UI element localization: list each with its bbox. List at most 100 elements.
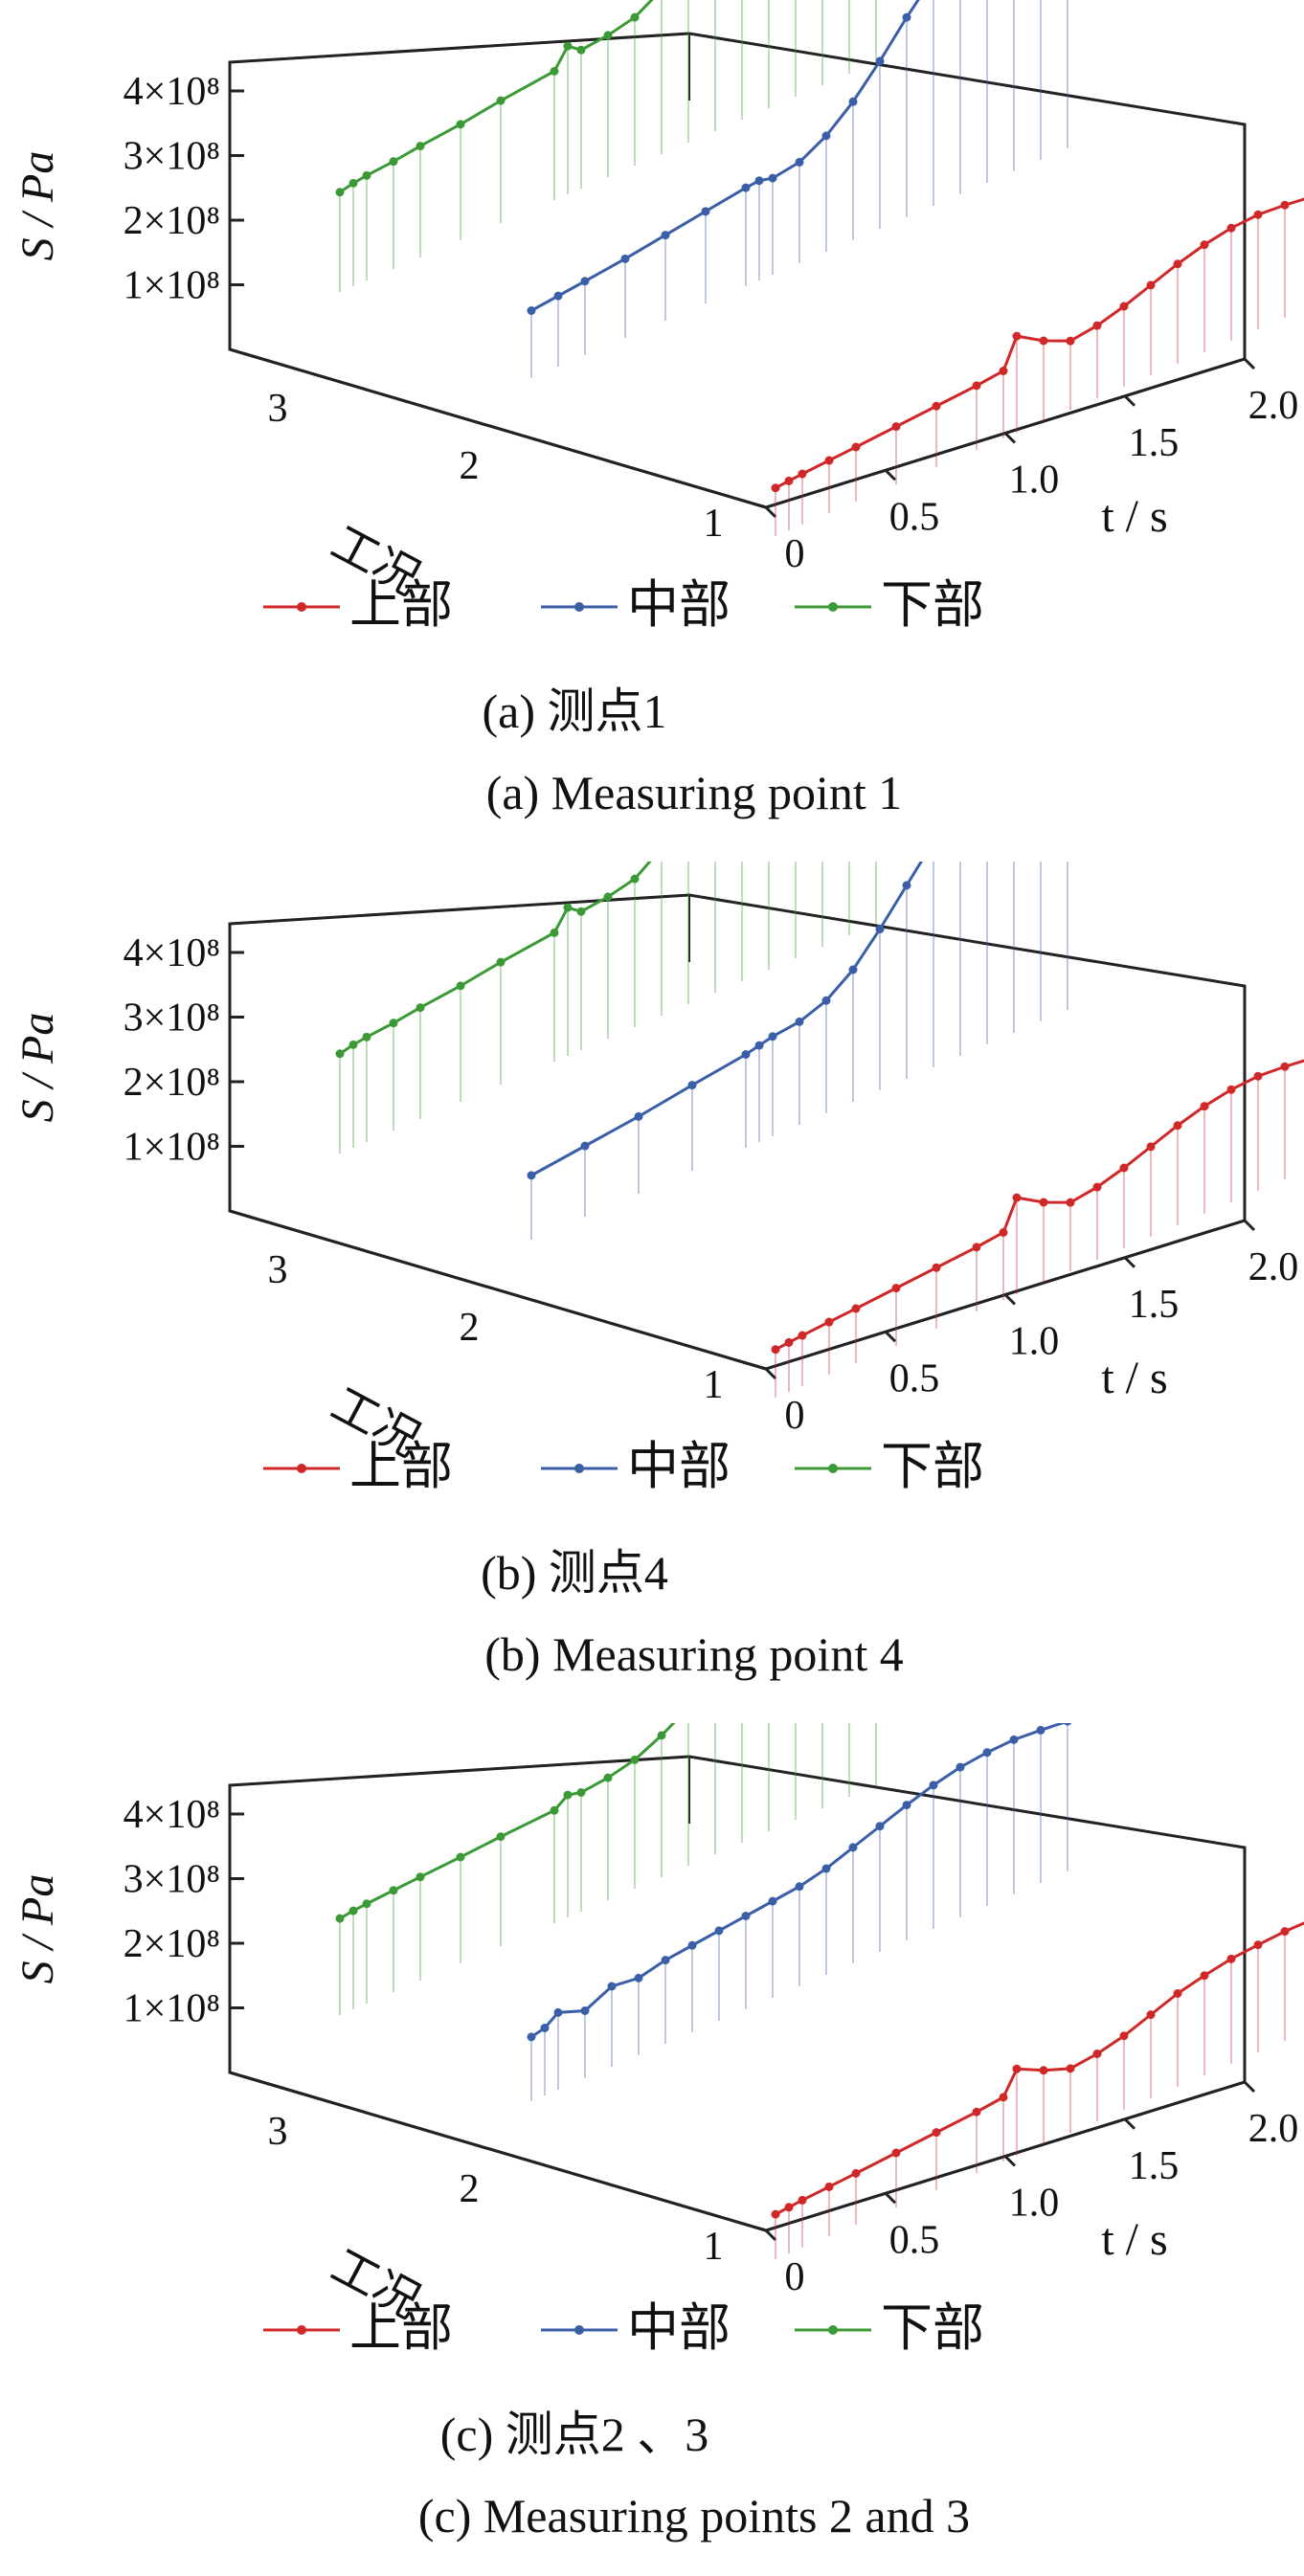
data-point xyxy=(1039,2066,1048,2075)
data-point xyxy=(1092,321,1102,330)
data-point xyxy=(620,254,630,263)
caption-english: (c) Measuring points 2 and 3 xyxy=(418,2489,970,2542)
data-point xyxy=(1173,259,1182,269)
x-tick xyxy=(1243,357,1256,370)
data-point xyxy=(550,928,559,937)
y-tick-label: 3 xyxy=(268,2110,288,2154)
data-point xyxy=(1280,1062,1290,1071)
data-point xyxy=(902,1801,911,1810)
series-line xyxy=(530,862,923,1177)
chart-svg: 1×10⁸ 2×10⁸ 3×10⁸ 4×10⁸ S / Pa 0 0.5 1.0 1.5 2.0 t… xyxy=(12,862,1304,1681)
z-tick-label: 4×10⁸ xyxy=(124,1793,220,1837)
data-point xyxy=(1173,1989,1182,1998)
legend-label: 中部 xyxy=(627,574,731,635)
data-point xyxy=(563,1790,573,1800)
x-tick xyxy=(1123,1256,1136,1268)
data-point xyxy=(1146,1142,1156,1152)
data-point xyxy=(362,1899,371,1909)
x-tick-label: 2.0 xyxy=(1248,384,1299,428)
data-point xyxy=(1039,1198,1048,1207)
z-tick-label: 4×10⁸ xyxy=(124,70,220,114)
data-point xyxy=(741,1912,751,1920)
legend-label: 上部 xyxy=(349,1436,453,1496)
data-point xyxy=(798,2195,807,2205)
z-tick-label: 3×10⁸ xyxy=(124,135,220,179)
data-point xyxy=(848,1843,858,1852)
data-point xyxy=(456,981,465,991)
data-point xyxy=(999,1228,1008,1237)
z-tick-label: 3×10⁸ xyxy=(124,997,220,1041)
data-point xyxy=(1253,210,1263,219)
chart-panel-a: 1×10⁸ 2×10⁸ 3×10⁸ 4×10⁸ S / Pa 0 0.5 1.0 1.5 2.0 t… xyxy=(0,0,1304,862)
data-point xyxy=(932,2128,941,2138)
data-point xyxy=(563,41,573,51)
data-point xyxy=(1253,1940,1263,1950)
data-point xyxy=(851,442,861,452)
data-point xyxy=(1066,2064,1075,2073)
x-tick xyxy=(1003,432,1017,444)
x-tick xyxy=(884,2192,897,2205)
data-point xyxy=(1012,331,1022,341)
data-point xyxy=(335,188,345,197)
data-point xyxy=(550,1805,559,1815)
data-point xyxy=(795,157,804,167)
data-point xyxy=(875,1822,885,1831)
data-point xyxy=(891,2148,901,2158)
x-tick xyxy=(1003,2155,1017,2167)
data-point xyxy=(784,1337,794,1347)
z-tick-label: 2×10⁸ xyxy=(124,199,220,243)
data-point xyxy=(932,401,941,411)
data-point xyxy=(701,207,710,216)
data-point xyxy=(1200,1971,1209,1981)
z-axis-label: S / Pa xyxy=(12,1013,63,1123)
data-point xyxy=(1226,1085,1236,1094)
data-point xyxy=(362,1032,371,1042)
y-axis-line xyxy=(229,347,767,509)
y-tick-label: 1 xyxy=(704,1363,724,1407)
x-tick xyxy=(764,1367,777,1380)
data-point xyxy=(795,1882,804,1892)
data-point xyxy=(798,1331,807,1340)
data-point xyxy=(771,483,780,493)
z-tick-label: 2×10⁸ xyxy=(124,1061,220,1105)
data-point xyxy=(603,1773,613,1782)
series-下部 xyxy=(335,1723,877,2015)
data-point xyxy=(1119,2031,1129,2041)
x-tick-label: 1.0 xyxy=(1009,1320,1060,1364)
data-point xyxy=(851,1304,861,1313)
data-point xyxy=(768,1032,777,1042)
x-tick xyxy=(1243,2080,1256,2094)
data-point xyxy=(603,892,613,902)
data-point xyxy=(1066,1198,1075,1207)
data-point xyxy=(661,1956,670,1965)
data-point xyxy=(1200,1102,1209,1111)
data-point xyxy=(851,2168,861,2178)
data-point xyxy=(553,2007,563,2017)
legend-label: 下部 xyxy=(881,2297,984,2358)
series-下部 xyxy=(335,0,877,292)
data-point xyxy=(784,476,794,485)
x-tick xyxy=(764,505,777,519)
data-point xyxy=(754,176,764,186)
x-tick-label: 0 xyxy=(785,532,805,576)
x-tick-label: 0.5 xyxy=(889,1356,940,1400)
z-tick-label: 1×10⁸ xyxy=(124,1987,220,2031)
series-上部 xyxy=(771,1059,1304,1398)
data-point xyxy=(875,56,885,66)
x-tick xyxy=(1123,2117,1136,2130)
data-point xyxy=(1253,1071,1263,1081)
data-point xyxy=(972,1243,981,1252)
data-point xyxy=(798,469,807,479)
data-point xyxy=(527,306,536,315)
data-point xyxy=(891,422,901,432)
legend-label: 上部 xyxy=(349,2297,453,2358)
data-point xyxy=(348,1906,358,1915)
legend-swatch-marker xyxy=(574,2325,584,2335)
x-tick-label: 0 xyxy=(785,2255,805,2299)
y-axis-line xyxy=(229,1209,767,1371)
chart-svg: 1×10⁸ 2×10⁸ 3×10⁸ 4×10⁸ S / Pa 0 0.5 1.0 1.5 2.0 t… xyxy=(12,0,1304,819)
data-point xyxy=(416,142,425,151)
data-point xyxy=(875,925,885,934)
data-point xyxy=(634,1973,643,1982)
